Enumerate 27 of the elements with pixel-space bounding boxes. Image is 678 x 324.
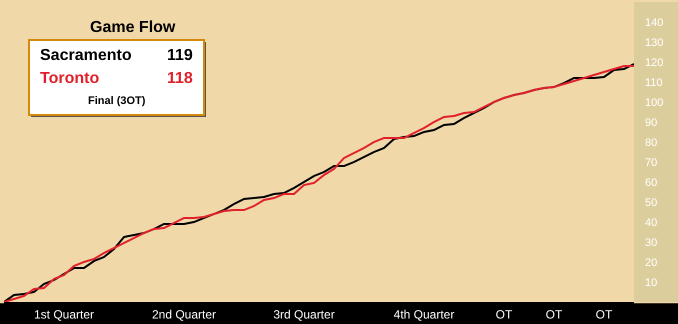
x-tick-label: 2nd Quarter: [152, 307, 216, 322]
annotation: Final (3OT): [88, 95, 146, 107]
y-tick-label: 110: [645, 76, 663, 89]
x-tick-label: OT: [496, 307, 513, 322]
y-tick-label: 100: [645, 96, 664, 109]
x-tick-label: 1st Quarter: [34, 307, 94, 322]
y-tick-label: 40: [645, 216, 658, 229]
y-tick-label: 80: [645, 136, 658, 149]
x-tick-label: 4th Quarter: [394, 307, 454, 322]
text: Game Flow: [90, 19, 176, 36]
text: Toronto: [40, 70, 100, 87]
text: Sacramento: [40, 47, 132, 64]
y-tick-label: 120: [645, 56, 664, 69]
x-tick-label: 3rd Quarter: [273, 307, 335, 322]
y-tick-label: 30: [645, 236, 658, 249]
annotation: 118: [167, 70, 193, 87]
y-tick-label: 70: [645, 156, 658, 169]
x-tick-label: OT: [596, 307, 613, 322]
x-tick-label: OT: [546, 307, 563, 322]
y-tick-label: 130: [645, 36, 664, 49]
y-tick-label: 50: [645, 196, 658, 209]
y-tick-label: 140: [645, 16, 664, 29]
y-tick-label: 20: [645, 256, 658, 269]
annotation: 119: [167, 47, 193, 64]
y-tick-label: 60: [645, 176, 658, 189]
y-tick-label: 90: [645, 116, 658, 129]
y-tick-label: 10: [645, 276, 658, 289]
